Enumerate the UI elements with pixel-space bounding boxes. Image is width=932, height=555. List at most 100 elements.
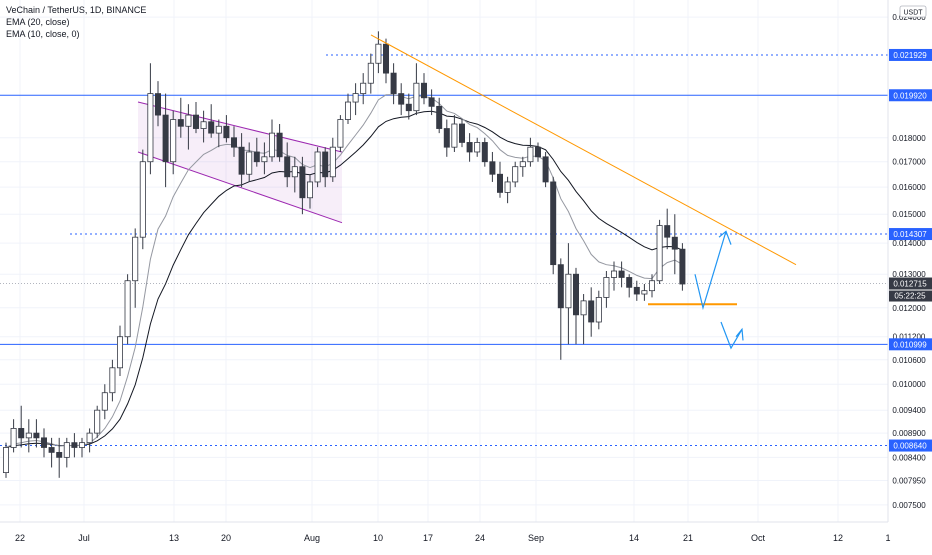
candle-up xyxy=(337,119,344,148)
level-label: 0.014307 xyxy=(893,230,927,239)
candle-down xyxy=(230,137,237,148)
candle-up xyxy=(170,119,177,163)
candle-down xyxy=(489,161,496,175)
candle-down xyxy=(177,119,184,127)
drawings xyxy=(370,34,797,350)
candle-down xyxy=(56,451,63,458)
time-tick-label: 1 xyxy=(885,533,890,543)
currency-badge-label: USDT xyxy=(903,10,923,17)
candle-down xyxy=(284,156,291,178)
candle-down xyxy=(276,132,283,158)
time-tick-label: 22 xyxy=(15,533,25,543)
level-label-bg xyxy=(889,277,932,290)
level-label-bg xyxy=(889,48,932,61)
candle-up xyxy=(656,225,663,282)
candle-up xyxy=(246,151,253,175)
level-label: 0.019920 xyxy=(893,91,927,100)
candle-down xyxy=(405,103,412,112)
candle-down xyxy=(436,105,443,129)
bullish-arrow xyxy=(694,231,727,311)
candle-down xyxy=(18,428,25,439)
candle-up xyxy=(261,156,268,163)
countdown-label: 05:22:25 xyxy=(894,292,926,301)
bearish-arrow xyxy=(720,321,743,350)
candle-down xyxy=(48,447,55,453)
candle-down xyxy=(481,142,488,163)
candle-up xyxy=(360,82,367,94)
candle-down xyxy=(633,286,640,295)
candle-up xyxy=(215,125,222,134)
candle-down xyxy=(618,270,625,278)
price-tick-label: 0.010000 xyxy=(892,380,926,389)
resistance-trendline xyxy=(370,34,797,266)
price-tick-label: 0.014000 xyxy=(892,239,926,248)
candle-down xyxy=(390,72,397,94)
candle-up xyxy=(63,442,70,458)
ema20-line xyxy=(5,110,683,448)
candle-up xyxy=(352,93,359,103)
candle-down xyxy=(208,121,215,134)
candle-down xyxy=(466,142,473,153)
candle-down xyxy=(428,97,435,107)
candle-up xyxy=(641,290,648,295)
candle-up xyxy=(94,409,101,434)
level-label-bg xyxy=(889,89,932,102)
candle-up xyxy=(527,146,534,163)
channel-upper xyxy=(137,101,343,153)
grid-lines xyxy=(0,0,889,522)
candle-up xyxy=(375,43,382,64)
candle-down xyxy=(573,273,580,316)
candle-up xyxy=(268,132,275,158)
candle-down xyxy=(557,264,564,309)
price-tick-label: 0.017000 xyxy=(892,158,926,167)
candle-up xyxy=(109,367,116,394)
candle-down xyxy=(588,300,595,323)
candle-up xyxy=(306,181,313,199)
candle-up xyxy=(86,432,93,444)
time-tick-label: Sep xyxy=(528,533,544,543)
price-axis[interactable]: 0.024000 0.018000 0.017000 0.016000 0.015000… xyxy=(887,0,932,550)
currency-badge xyxy=(899,5,927,18)
price-tick-label: 0.024000 xyxy=(892,13,926,22)
time-tick-label: Aug xyxy=(304,533,320,543)
candle-down xyxy=(192,114,199,129)
candle-up xyxy=(101,392,108,411)
price-tick-label: 0.010600 xyxy=(892,356,926,365)
time-axis-bg xyxy=(0,522,932,550)
candle-up xyxy=(79,442,86,448)
candle-down xyxy=(299,166,306,199)
level-label: 0.010999 xyxy=(893,340,927,349)
price-tick-label: 0.007950 xyxy=(892,476,926,485)
candle-down xyxy=(420,82,427,99)
candle-down xyxy=(71,442,78,448)
price-tick-label: 0.016000 xyxy=(892,183,926,192)
candle-down xyxy=(238,146,245,175)
time-tick-label: Oct xyxy=(751,533,766,543)
level-label-bg xyxy=(889,439,932,452)
price-tick-label: 0.013000 xyxy=(892,270,926,279)
candle-up xyxy=(3,447,9,474)
time-tick-label: 17 xyxy=(423,533,433,543)
candle-up xyxy=(25,432,32,439)
price-tick-label: 0.008400 xyxy=(892,453,926,462)
time-axis[interactable]: 22 Jul 13 20 Aug 10 17 24 Sep 14 21 Oct 12 1 xyxy=(0,521,932,550)
legend-ema20[interactable]: EMA (20, close) xyxy=(6,17,70,27)
candle-down xyxy=(33,432,40,439)
candle-down xyxy=(664,225,671,238)
candle-up xyxy=(603,277,610,298)
price-tick-label: 0.011200 xyxy=(893,333,926,342)
candle-up xyxy=(595,297,602,323)
price-tick-label: 0.018000 xyxy=(892,134,926,143)
level-label-bg xyxy=(889,338,932,351)
candle-up xyxy=(367,62,374,84)
time-tick-label: 20 xyxy=(221,533,231,543)
legend-ema10[interactable]: EMA (10, close, 0) xyxy=(6,29,80,39)
candle-down xyxy=(671,236,678,250)
candle-down xyxy=(626,277,633,288)
level-label: 0.008640 xyxy=(893,442,927,451)
candle-down xyxy=(253,151,260,163)
time-tick-label: 13 xyxy=(169,533,179,543)
legend-symbol[interactable]: VeChain / TetherUS, 1D, BINANCE xyxy=(6,5,147,15)
